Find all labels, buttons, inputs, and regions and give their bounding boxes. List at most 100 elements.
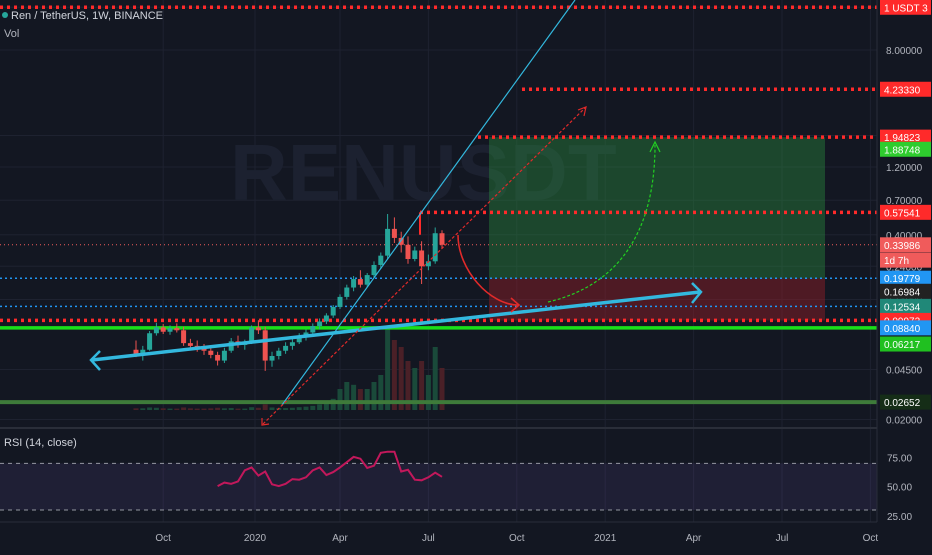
candle-body[interactable] (398, 237, 404, 245)
candle-body[interactable] (283, 345, 289, 351)
time-tick-label: Oct (509, 533, 525, 544)
rsi-tick-label: 25.00 (887, 512, 912, 523)
volume-bar (351, 384, 357, 410)
price-tick-label: 0.70000 (886, 196, 923, 207)
volume-bar (228, 408, 234, 410)
price-badge[interactable]: 0.12534 (880, 298, 931, 314)
candle-body[interactable] (405, 244, 411, 259)
candle-body[interactable] (147, 333, 153, 350)
volume-bar (391, 340, 397, 410)
rsi-tick-label: 50.00 (887, 483, 912, 494)
candle-body[interactable] (425, 261, 431, 267)
volume-bar (419, 361, 425, 410)
price-badge-bg (880, 237, 931, 253)
volume-bar (432, 347, 438, 410)
price-badge-label: 0.57541 (884, 208, 921, 219)
candle-body[interactable] (385, 228, 391, 256)
position-profit-zone[interactable] (489, 137, 825, 279)
price-badge[interactable]: 4.23330 (880, 81, 931, 97)
candle-body[interactable] (344, 287, 350, 297)
candle-body[interactable] (167, 328, 173, 332)
candle-body[interactable] (201, 348, 207, 351)
symbol-watermark: RENUSDT (230, 128, 617, 217)
price-badge[interactable]: 1d 7h (880, 252, 931, 268)
volume-bar (147, 407, 153, 410)
curve-arrow-up[interactable] (547, 144, 656, 303)
candle-body[interactable] (255, 327, 261, 331)
candle-body[interactable] (378, 255, 384, 265)
volume-bar (385, 326, 391, 410)
price-badge[interactable]: 1.94823 (880, 129, 931, 145)
candle-body[interactable] (221, 350, 227, 361)
candle-body[interactable] (412, 250, 418, 259)
arrow-head-icon (649, 140, 661, 153)
trendline-horizontal[interactable] (91, 290, 701, 362)
candle-body[interactable] (310, 326, 316, 333)
candle-body[interactable] (317, 321, 323, 327)
time-tick-label: Jul (776, 533, 789, 544)
candle-body[interactable] (140, 349, 146, 354)
volume-bar (235, 408, 241, 410)
time-tick-label: 2021 (594, 533, 617, 544)
candle-body[interactable] (303, 332, 309, 336)
price-badge[interactable]: 1 USDT 3 (880, 0, 931, 15)
price-tick-label: 0.24000 (886, 262, 923, 273)
candle-body[interactable] (357, 279, 363, 285)
price-badge[interactable]: 0.06217 (880, 336, 931, 352)
candle-body[interactable] (276, 350, 282, 357)
candle-body[interactable] (269, 356, 275, 361)
candle-body[interactable] (160, 327, 166, 332)
curve-arrow-down[interactable] (457, 234, 519, 306)
candle-body[interactable] (208, 350, 214, 355)
candle-body[interactable] (215, 354, 221, 361)
candle-body[interactable] (153, 327, 159, 334)
volume-bar (242, 408, 248, 410)
projection-arrow-line[interactable] (262, 107, 586, 425)
candle-body[interactable] (296, 335, 302, 343)
candle-body[interactable] (330, 306, 336, 316)
volume-bar (378, 375, 384, 410)
volume-bar (187, 408, 193, 410)
trendline-channel-upper[interactable] (281, 0, 576, 406)
price-badge[interactable]: 0.57541 (880, 204, 931, 220)
candle-body[interactable] (391, 228, 397, 238)
price-badge[interactable]: 0.33986 (880, 237, 931, 253)
candle-body[interactable] (174, 328, 180, 331)
price-badge[interactable]: 0.19779 (880, 270, 931, 286)
price-badge[interactable]: 0.08840 (880, 320, 931, 336)
candle-body[interactable] (133, 349, 139, 354)
price-badge[interactable]: 0.16984 (880, 283, 931, 299)
volume-bar (140, 408, 146, 410)
candle-body[interactable] (323, 315, 329, 322)
price-badge-label: 1d 7h (884, 256, 909, 267)
candle-body[interactable] (371, 264, 377, 276)
volume-bar (249, 407, 255, 410)
candle-body[interactable] (249, 327, 255, 343)
candle-body[interactable] (181, 330, 187, 344)
price-badge-bg (880, 252, 931, 268)
price-badge-label: 0.08840 (884, 324, 921, 335)
candle-body[interactable] (364, 275, 370, 285)
rsi-line[interactable] (217, 450, 443, 488)
price-badge-label: 0.06217 (884, 340, 921, 351)
position-loss-zone[interactable] (489, 278, 825, 321)
candle-body[interactable] (262, 330, 268, 361)
candle-body[interactable] (351, 279, 357, 288)
candle-body[interactable] (439, 233, 445, 245)
candle-body[interactable] (289, 342, 295, 346)
price-badge-bg (880, 81, 931, 97)
price-badge[interactable]: 0.02652 (880, 394, 931, 410)
candle-body[interactable] (187, 343, 193, 346)
price-badge[interactable]: 1.88748 (880, 141, 931, 157)
volume-bar (296, 407, 302, 410)
time-tick-label: Apr (332, 533, 348, 544)
price-badge-bg (880, 204, 931, 220)
price-badge-label: 0.33986 (884, 241, 921, 252)
candle-body[interactable] (419, 250, 425, 267)
candle-body[interactable] (337, 296, 343, 307)
candle-body[interactable] (432, 233, 438, 262)
volume-bar (317, 404, 323, 410)
